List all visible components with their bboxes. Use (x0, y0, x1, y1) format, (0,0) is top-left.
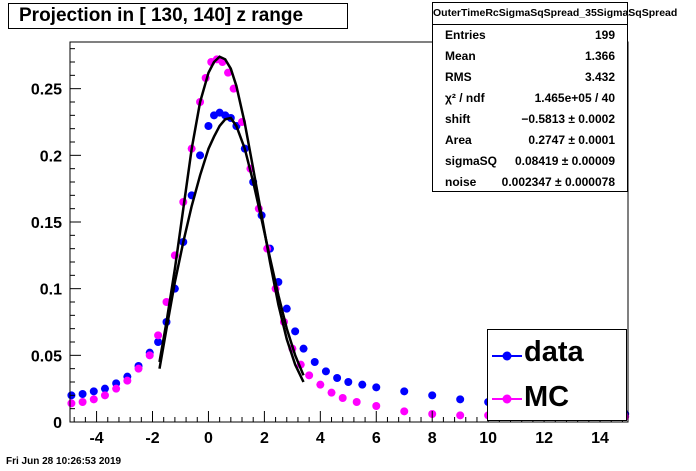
mc-point (134, 364, 143, 373)
stats-box: OuterTimeRcSigmaSqSpread_35SigmaSqSpread… (432, 2, 677, 193)
data-point (291, 327, 300, 336)
mc-point (123, 376, 132, 385)
x-tick-label: 8 (428, 430, 437, 447)
stat-label: χ² / ndf (445, 91, 485, 105)
mc-point (305, 371, 314, 380)
x-tick-label: 10 (479, 430, 497, 447)
stats-header: OuterTimeRcSigmaSqSpread_35SigmaSqSpread (433, 3, 677, 25)
data-point (400, 387, 409, 396)
stat-row-shift: shift −0.5813 ± 0.0002 (433, 109, 627, 130)
stat-value: −0.5813 ± 0.0002 (521, 112, 615, 126)
legend-label-data: data (524, 336, 584, 368)
mc-point (100, 391, 109, 400)
plot-frame (69, 41, 629, 423)
fit-curve (158, 116, 305, 376)
data-point (299, 344, 308, 353)
data-point (282, 304, 291, 313)
stat-row-noise: noise 0.002347 ± 0.000078 (433, 172, 627, 193)
stat-row-entries: Entries 199 (433, 25, 627, 46)
data-point (333, 374, 342, 382)
x-tick-label: 4 (316, 430, 325, 447)
data-point (89, 387, 98, 396)
x-tick-label: 2 (260, 430, 269, 447)
x-tick-label: -4 (89, 430, 103, 447)
data-point (310, 358, 319, 366)
stat-label: RMS (445, 70, 472, 84)
y-tick-label: 0.1 (40, 282, 62, 299)
stat-label: sigmaSQ (445, 154, 498, 168)
mc-point (327, 388, 336, 397)
mc-point (456, 411, 465, 420)
stat-value: 3.432 (584, 70, 615, 84)
mc-point (316, 380, 325, 389)
data-point (358, 380, 367, 389)
mc-point (89, 395, 98, 404)
mc-point (154, 331, 163, 340)
mc-point (145, 351, 154, 360)
stat-value: 1.366 (584, 49, 615, 63)
fit-curve (158, 55, 305, 383)
legend-marker-mc-icon (492, 394, 522, 404)
stat-value: 1.465e+05 / 40 (534, 91, 615, 105)
chart-axes: -4 -2 0 2 4 6 8 10 12 14 0.05 0.1 0.15 0.2 0.25 0 (31, 41, 629, 447)
stat-value: 0.08419 ± 0.00009 (514, 154, 615, 168)
mc-point (400, 407, 409, 416)
stat-row-area: Area 0.2747 ± 0.0001 (433, 130, 627, 151)
data-point (321, 367, 330, 376)
data-point (372, 383, 381, 392)
stat-row-mean: Mean 1.366 (433, 46, 627, 67)
x-tick-label: 0 (204, 430, 213, 447)
data-point (196, 151, 205, 160)
mc-point (78, 398, 87, 406)
stat-label: shift (445, 112, 471, 126)
data-point (78, 390, 87, 398)
mc-point (338, 394, 347, 402)
chart-title: Projection in [ 130, 140] z range (8, 3, 348, 29)
y-tick-label: 0.2 (40, 148, 62, 165)
stat-value: 199 (594, 28, 615, 42)
mc-point (372, 402, 381, 410)
stat-value: 0.002347 ± 0.000078 (501, 175, 615, 189)
y-tick-label: 0.05 (31, 348, 62, 365)
legend-marker-data-icon (492, 351, 522, 361)
mc-point (112, 384, 121, 393)
data-point (154, 338, 163, 346)
legend-entry-mc: MC (488, 379, 628, 419)
y-tick-label: 0.15 (31, 215, 62, 232)
data-point (456, 395, 465, 404)
stat-row-sigmasq: sigmaSQ 0.08419 ± 0.00009 (433, 151, 627, 172)
x-tick-label: -2 (145, 430, 159, 447)
stat-value: 0.2747 ± 0.0001 (528, 133, 615, 147)
stat-label: Mean (445, 49, 476, 63)
data-point (344, 378, 353, 386)
stat-row-rms: RMS 3.432 (433, 67, 627, 88)
timestamp: Fri Jun 28 10:26:53 2019 (6, 456, 122, 467)
y-tick-label: 0.25 (31, 82, 62, 99)
y-tick-label: 0 (53, 415, 62, 432)
mc-point (224, 68, 233, 77)
stat-label: Area (445, 133, 472, 147)
stat-label: Entries (445, 28, 486, 42)
stat-row-chi2: χ² / ndf 1.465e+05 / 40 (433, 88, 627, 109)
x-tick-label: 6 (372, 430, 381, 447)
mc-point (352, 398, 361, 406)
stat-label: noise (445, 175, 477, 189)
data-point (428, 391, 437, 400)
x-tick-label: 14 (591, 430, 609, 447)
data-point (204, 122, 213, 130)
data-point (100, 384, 109, 393)
legend: data MC (487, 329, 627, 421)
legend-entry-data: data (488, 334, 628, 374)
x-tick-label: 12 (535, 430, 553, 447)
mc-point (67, 399, 76, 408)
legend-label-mc: MC (524, 381, 570, 413)
